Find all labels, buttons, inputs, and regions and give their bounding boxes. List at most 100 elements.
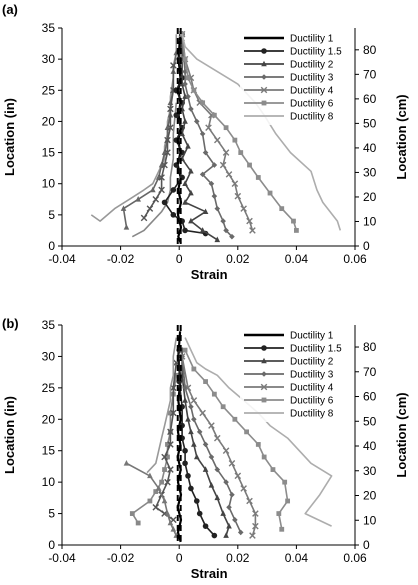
data-point xyxy=(191,441,197,447)
data-point xyxy=(185,75,191,81)
legend: Ductility 1 Ductility 1.5 Ductility 2 Ducti… xyxy=(240,327,350,422)
legend-marker xyxy=(261,100,267,106)
data-point xyxy=(152,503,160,511)
data-point xyxy=(213,434,221,442)
data-point xyxy=(158,186,165,194)
y-tick-label: 5 xyxy=(48,507,55,521)
data-point xyxy=(232,416,238,422)
data-point xyxy=(199,131,206,137)
x-tick-label: 0.04 xyxy=(285,252,309,266)
data-point xyxy=(170,62,177,69)
data-point xyxy=(188,217,194,224)
data-point xyxy=(182,397,188,403)
legend-marker xyxy=(260,86,268,94)
data-point xyxy=(223,532,229,538)
data-point xyxy=(167,466,174,473)
x-tick-label: 0 xyxy=(176,551,183,565)
data-point xyxy=(193,453,200,460)
data-point xyxy=(294,228,299,233)
data-point xyxy=(232,517,238,523)
series-line xyxy=(155,362,178,521)
data-point xyxy=(168,410,173,416)
data-point xyxy=(223,125,229,131)
y2-tick-label: 40 xyxy=(363,141,377,155)
data-point xyxy=(162,467,167,472)
y-tick-label: 0 xyxy=(48,538,55,552)
data-point xyxy=(214,205,221,212)
data-point xyxy=(193,498,200,504)
data-point xyxy=(211,193,218,199)
data-point xyxy=(211,532,218,539)
data-point xyxy=(184,384,192,392)
legend-marker xyxy=(261,60,267,67)
data-point xyxy=(285,498,291,504)
data-point xyxy=(188,428,194,435)
data-point xyxy=(223,479,229,485)
data-point xyxy=(220,218,226,224)
legend-label: Ductility 2 xyxy=(290,60,334,71)
x-tick-label: 0 xyxy=(176,252,183,266)
data-point xyxy=(188,485,194,492)
data-point xyxy=(232,137,238,143)
y-tick-label: 25 xyxy=(42,381,56,395)
y-tick-label: 20 xyxy=(42,114,56,128)
data-point xyxy=(222,149,230,156)
data-point xyxy=(153,489,159,494)
y2-tick-label: 0 xyxy=(363,538,370,552)
y-tick-label: 5 xyxy=(48,208,55,222)
data-point xyxy=(196,429,203,435)
data-point xyxy=(167,519,174,526)
data-point xyxy=(219,161,227,169)
y2-tick-label: 30 xyxy=(363,464,377,478)
x-tick-label: -0.02 xyxy=(107,252,135,266)
legend-marker xyxy=(260,383,268,391)
data-point xyxy=(152,195,160,203)
data-point xyxy=(164,149,171,156)
x-axis-title: Strain xyxy=(191,566,228,581)
y-tick-label: 25 xyxy=(42,83,56,97)
data-point xyxy=(238,150,244,155)
data-point xyxy=(246,497,253,505)
data-point xyxy=(188,106,194,112)
y2-tick-label: 50 xyxy=(363,116,377,130)
data-point xyxy=(229,491,235,498)
data-point xyxy=(185,143,191,149)
legend-marker xyxy=(261,397,267,403)
x-tick-label: 0.06 xyxy=(343,551,367,565)
data-point xyxy=(182,199,188,205)
y2-axis-title: Location (cm) xyxy=(394,94,409,179)
data-point xyxy=(147,472,153,479)
x-tick-label: 0.02 xyxy=(226,252,250,266)
data-point xyxy=(182,227,188,234)
x-tick-label: -0.04 xyxy=(48,551,76,565)
data-point xyxy=(182,81,188,87)
data-point xyxy=(214,236,221,243)
legend-marker xyxy=(261,371,267,377)
legend-marker xyxy=(261,74,267,80)
legend-label: Ductility 8 xyxy=(290,409,334,420)
data-point xyxy=(213,136,221,144)
data-point xyxy=(185,415,191,422)
data-point xyxy=(164,510,171,516)
data-point xyxy=(188,403,194,410)
data-point xyxy=(199,171,206,178)
data-point xyxy=(182,180,188,187)
y2-tick-label: 10 xyxy=(363,214,377,228)
data-point xyxy=(164,478,171,486)
data-point xyxy=(170,516,177,524)
data-point xyxy=(234,472,242,480)
data-point xyxy=(188,167,194,174)
y2-tick-label: 20 xyxy=(363,489,377,503)
data-point xyxy=(225,171,233,178)
data-point xyxy=(208,481,215,488)
data-point xyxy=(261,454,267,460)
y-tick-label: 15 xyxy=(42,444,56,458)
data-point xyxy=(282,479,288,485)
y2-tick-label: 80 xyxy=(363,43,377,57)
data-point xyxy=(208,454,215,460)
data-point xyxy=(222,447,230,455)
legend-label: Ductility 1.5 xyxy=(290,344,342,355)
data-point xyxy=(196,510,203,517)
y2-tick-label: 60 xyxy=(363,92,377,106)
legend-label: Ductility 3 xyxy=(290,73,334,84)
